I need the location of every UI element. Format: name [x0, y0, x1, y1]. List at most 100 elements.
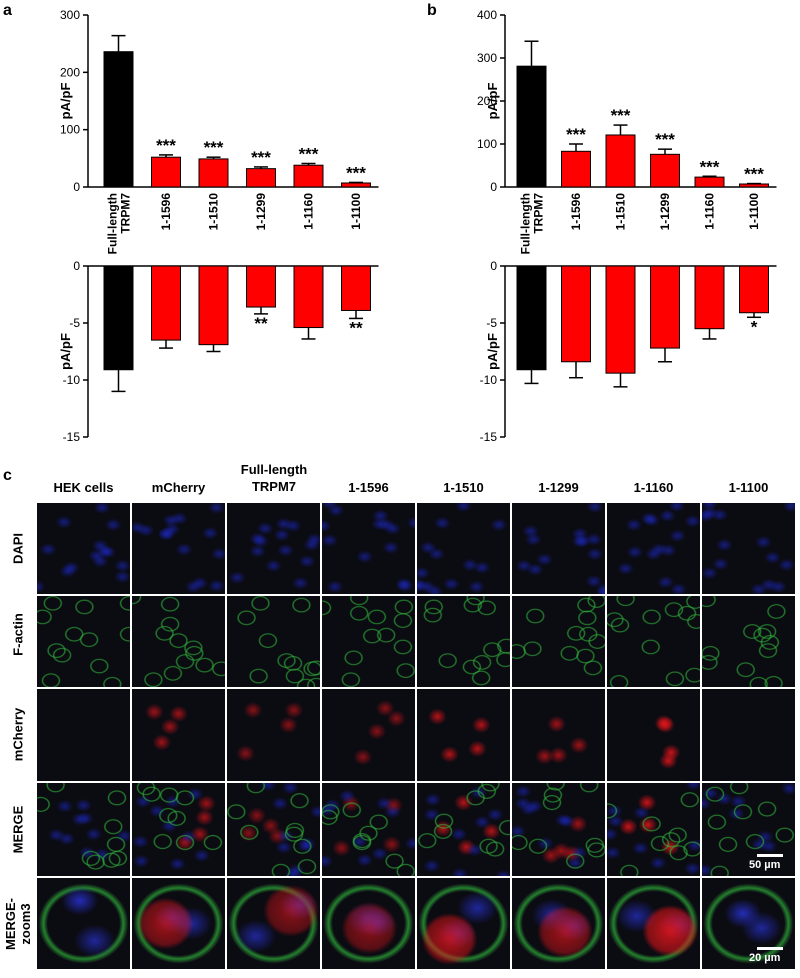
category-label: Full-lengthTRPM7: [106, 193, 133, 255]
bar: [246, 168, 276, 188]
column-header: 1-1299: [538, 480, 579, 495]
micrograph-mcherry-1: [37, 689, 130, 781]
significance-label: ***: [744, 165, 764, 184]
bar: [650, 265, 680, 349]
bar: [605, 265, 636, 374]
y-tick-label: 400: [477, 8, 497, 22]
significance-label: ***: [655, 130, 675, 149]
column-header: 1-1160: [633, 480, 674, 495]
y-axis-label: pA/pF: [485, 333, 500, 370]
bar: [561, 265, 591, 363]
column-header: mCherry: [151, 480, 206, 495]
category-label: 1-1100: [747, 193, 761, 230]
significance-label: ***: [251, 148, 271, 167]
micrograph-merge-zoom3-2: [132, 878, 225, 969]
significance-label: ***: [346, 163, 366, 182]
micrograph-f-actin-3: [227, 596, 320, 687]
micrograph-merge-4: [322, 783, 415, 876]
y-tick-label: 300: [477, 51, 497, 65]
micrograph-merge-zoom3-5: [417, 878, 510, 969]
micrograph-f-actin-7: [607, 596, 700, 687]
y-tick-label: 0: [490, 180, 497, 194]
y-tick-label: -5: [69, 316, 80, 330]
micrograph-dapi-7: [607, 503, 700, 594]
y-tick-label: 200: [60, 65, 80, 79]
row-label: F-actin: [10, 612, 26, 656]
micrograph-dapi-3: [227, 503, 320, 594]
bar: [516, 265, 547, 371]
category-label: 1-1596: [569, 193, 583, 231]
significance-label: **: [349, 318, 363, 337]
column-header: 1-1100: [728, 480, 769, 495]
bar: [694, 265, 725, 330]
category-label: 1-1510: [614, 193, 628, 231]
y-tick-label: 0: [73, 180, 80, 194]
bar: [293, 265, 324, 329]
micrograph-f-actin-4: [322, 596, 415, 687]
y-tick-label: -10: [480, 373, 498, 387]
micrograph-mcherry-6: [512, 689, 605, 781]
significance-label: ***: [204, 138, 224, 157]
micrograph-f-actin-8: [702, 596, 795, 687]
bar: [650, 153, 680, 188]
micrograph-mcherry-8: [702, 689, 795, 781]
scale-bar: [757, 854, 783, 857]
y-tick-label: 200: [477, 94, 497, 108]
category-label: Full-lengthTRPM7: [519, 193, 546, 255]
micrograph-mcherry-4: [322, 689, 415, 781]
micrograph-merge-8: [702, 783, 795, 876]
micrograph-dapi-5: [417, 503, 510, 594]
y-tick-label: 100: [60, 123, 80, 137]
significance-label: *: [751, 317, 758, 336]
bar: [151, 156, 181, 188]
micrograph-f-actin-6: [512, 596, 605, 687]
micrograph-merge-zoom3-1: [37, 878, 130, 969]
scale-bar: [757, 947, 783, 950]
micrograph-mcherry-3: [227, 689, 320, 781]
category-label: 1-1160: [302, 193, 316, 230]
y-tick-label: -15: [63, 430, 81, 444]
column-header: Full-length TRPM7: [240, 462, 308, 494]
micrograph-dapi-6: [512, 503, 605, 594]
y-tick-label: -10: [63, 373, 81, 387]
y-tick-label: 0: [490, 259, 497, 273]
chart-b-top: 0 100 200 300 400 pA/pF Full-lengthTRPM7 *** 1-1…: [477, 8, 777, 254]
category-label: 1-1160: [703, 193, 717, 230]
micrograph-mcherry-2: [132, 689, 225, 781]
y-tick-label: -15: [480, 430, 498, 444]
bar: [739, 265, 769, 314]
micrograph-merge-3: [227, 783, 320, 876]
significance-label: ***: [611, 106, 631, 125]
column-header: 1-1510: [443, 480, 484, 495]
micrograph-merge-5: [417, 783, 510, 876]
microscopy-panel: c HEK cells mCherry Full-length TRPM7 1-159…: [0, 455, 800, 978]
micrograph-merge-zoom3-3: [227, 878, 320, 969]
column-header: HEK cells: [53, 480, 114, 495]
micrograph-dapi-8: [702, 503, 795, 594]
significance-label: **: [254, 314, 268, 333]
bar: [694, 176, 725, 188]
bar: [605, 134, 636, 188]
panel-label-b: b: [427, 2, 437, 19]
micrograph-merge-zoom3-6: [512, 878, 605, 969]
significance-label: ***: [700, 157, 720, 176]
micrograph-f-actin-5: [417, 596, 510, 687]
bar: [198, 158, 229, 188]
category-label: 1-1100: [349, 193, 363, 230]
category-label: 1-1510: [207, 193, 221, 231]
micrograph-mcherry-7: [607, 689, 700, 781]
bar: [516, 65, 547, 188]
micrograph-merge-zoom3-7: [607, 878, 700, 969]
significance-label: ***: [299, 144, 319, 163]
row-label: DAPI: [10, 532, 26, 564]
micrograph-merge-6: [512, 783, 605, 876]
bar: [151, 265, 181, 341]
row-label: MERGE-zoom3: [3, 897, 33, 950]
column-header: 1-1596: [348, 480, 389, 495]
row-label: mCherry: [10, 707, 26, 762]
bar: [246, 265, 276, 308]
category-label: 1-1299: [658, 193, 672, 231]
micrograph-dapi-1: [37, 503, 130, 594]
chart-a-bottom: 0 -5 -10 -15 pA/pF ** **: [58, 259, 379, 444]
y-tick-label: 0: [73, 259, 80, 273]
